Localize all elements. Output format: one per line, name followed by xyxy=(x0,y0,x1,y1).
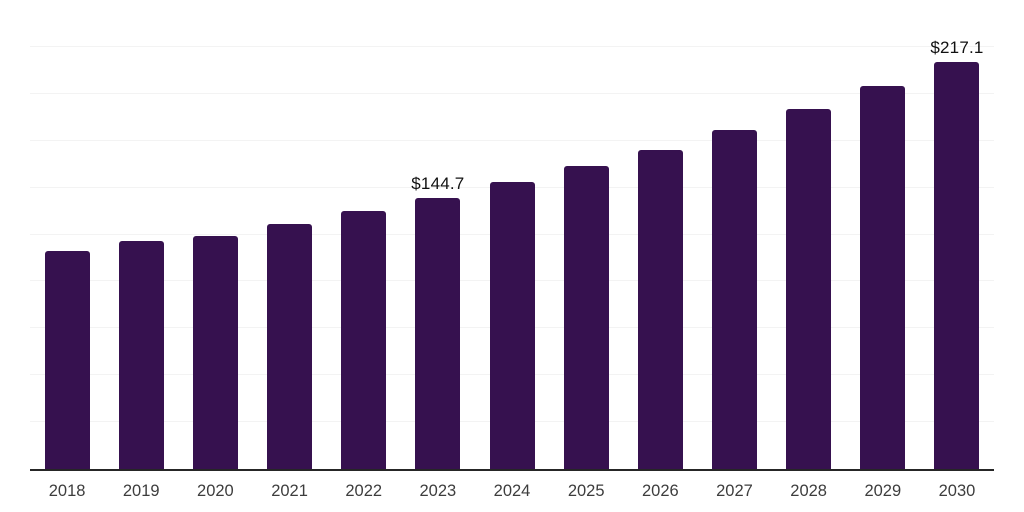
bar-slot-2029 xyxy=(846,0,920,469)
bar-slot-2024 xyxy=(475,0,549,469)
plot-area: $144.7 $217.1 xyxy=(30,0,994,471)
bar-value-label-2030: $217.1 xyxy=(930,37,984,57)
x-tick-label-2019: 2019 xyxy=(122,482,160,500)
bar-slot-2023: $144.7 xyxy=(401,0,475,469)
bar-slot-2026 xyxy=(623,0,697,469)
bar-2028 xyxy=(786,109,832,469)
bar-2024 xyxy=(489,182,535,469)
x-tick-label-2024: 2024 xyxy=(493,482,531,500)
bar-slot-2021 xyxy=(252,0,326,469)
gridline-175 xyxy=(30,139,994,141)
x-tick-label-2027: 2027 xyxy=(716,482,753,500)
bar-2020 xyxy=(192,235,238,469)
bar-2019 xyxy=(118,240,164,469)
x-tick-label-2023: 2023 xyxy=(419,482,457,500)
bar-value-label-2023: $144.7 xyxy=(411,173,465,193)
x-tick-label-2030: 2030 xyxy=(938,482,976,500)
bar-slot-2030: $217.1 xyxy=(920,0,994,469)
bar-2025 xyxy=(563,166,609,469)
x-tick-label-2025: 2025 xyxy=(567,482,605,500)
bar-2030 xyxy=(934,61,980,469)
x-tick-label-2022: 2022 xyxy=(345,482,383,500)
x-tick-label-2029: 2029 xyxy=(864,482,902,500)
bar-slot-2019 xyxy=(104,0,178,469)
bar-2026 xyxy=(637,149,683,469)
x-tick-label-2021: 2021 xyxy=(271,482,308,500)
bar-slot-2028 xyxy=(772,0,846,469)
bar-2023 xyxy=(415,197,461,469)
bar-2029 xyxy=(860,86,906,469)
gridline-200 xyxy=(30,92,994,94)
x-tick-label-2018: 2018 xyxy=(48,482,86,500)
bar-slot-2018 xyxy=(30,0,104,469)
bar-slot-2020 xyxy=(178,0,252,469)
x-axis-labels: 2018 2019 2020 2021 2022 2023 2024 2025 2026 2027… xyxy=(30,471,994,512)
x-tick-label-2020: 2020 xyxy=(197,482,234,500)
bar-slot-2022 xyxy=(327,0,401,469)
bars-layer: $144.7 $217.1 xyxy=(30,0,994,469)
bar-2022 xyxy=(341,211,387,469)
bar-2018 xyxy=(44,251,90,469)
bar-slot-2027 xyxy=(697,0,771,469)
bar-2027 xyxy=(711,130,757,469)
x-tick-label-2026: 2026 xyxy=(641,482,679,500)
bar-slot-2025 xyxy=(549,0,623,469)
gridline-225 xyxy=(30,45,994,47)
x-tick-label-2028: 2028 xyxy=(790,482,827,500)
bar-2021 xyxy=(267,224,313,469)
